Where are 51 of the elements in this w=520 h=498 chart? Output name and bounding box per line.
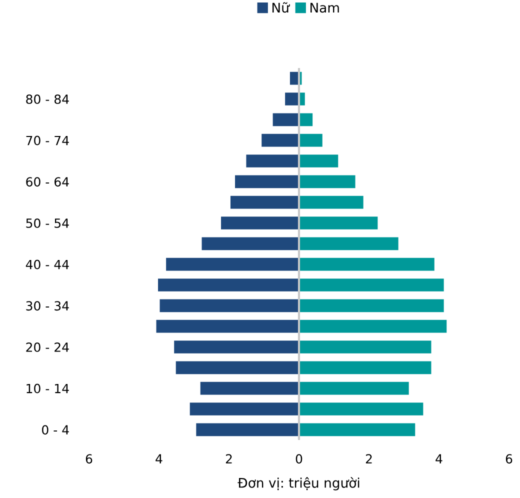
bar (175, 360, 300, 375)
y-tick-label: 10 - 14 (26, 384, 69, 394)
bar (220, 216, 300, 230)
bar (173, 340, 300, 354)
bar (230, 195, 300, 210)
bar (260, 133, 300, 148)
x-tick-label: 2 (366, 454, 372, 464)
x-tick-label: 6 (506, 454, 512, 464)
y-tick-label: 40 - 44 (26, 260, 69, 270)
y-tick-label: 30 - 34 (26, 301, 69, 311)
bar (298, 319, 448, 334)
bar (195, 422, 300, 437)
bar (298, 381, 410, 396)
bar (155, 319, 300, 334)
bar (234, 174, 300, 189)
bar (158, 298, 300, 313)
bar (245, 154, 300, 168)
bar (298, 422, 416, 437)
y-tick-label: 80 - 84 (26, 94, 69, 104)
bar (298, 236, 400, 251)
bar (165, 257, 300, 272)
x-tick-label: 4 (156, 454, 162, 464)
bar (272, 112, 300, 127)
bar (298, 298, 445, 313)
bar (298, 360, 432, 375)
bar (298, 402, 424, 416)
y-tick-label: 60 - 64 (26, 177, 69, 187)
bar (298, 340, 432, 354)
y-tick-label: 20 - 24 (26, 342, 69, 352)
bar (298, 195, 364, 210)
bar (157, 278, 300, 292)
y-tick-label: 70 - 74 (26, 136, 69, 146)
legend-label: Nữ (272, 2, 290, 13)
y-tick-label: 0 - 4 (42, 425, 69, 435)
bar (298, 216, 379, 230)
bar (298, 278, 445, 292)
y-tick-label: 50 - 54 (26, 218, 69, 228)
bar (298, 257, 436, 272)
bar (189, 402, 300, 416)
bar (200, 381, 300, 396)
x-axis-title: Đơn vị: triệu người (238, 477, 360, 490)
bar (298, 154, 339, 168)
bar (200, 236, 300, 251)
x-tick-label: 6 (86, 454, 92, 464)
bar (298, 133, 324, 148)
x-tick-label: 4 (436, 454, 442, 464)
bar (298, 112, 314, 127)
legend-label: Nam (310, 2, 339, 13)
x-tick-label: 2 (226, 454, 232, 464)
bar (298, 174, 356, 189)
x-tick-label: 0 (296, 454, 302, 464)
